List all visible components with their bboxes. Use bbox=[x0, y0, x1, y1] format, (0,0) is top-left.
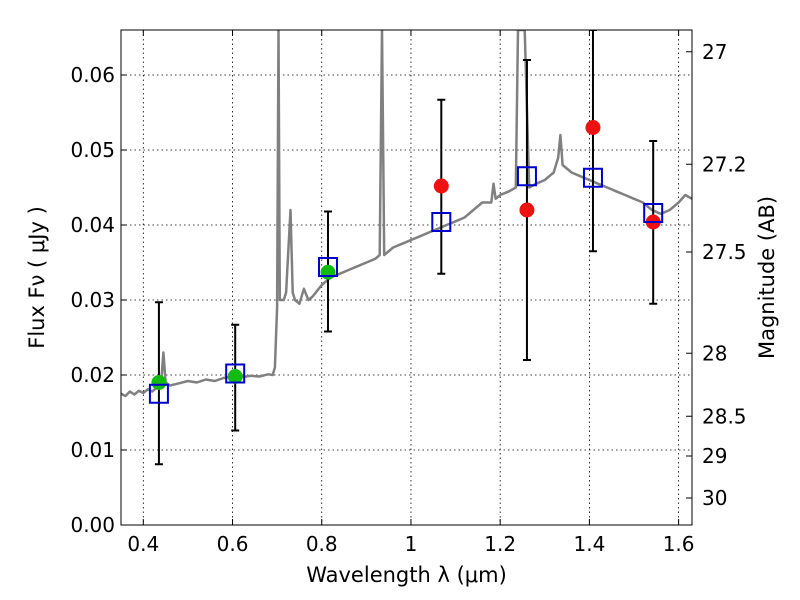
x-tick-label: 1.4 bbox=[573, 532, 605, 556]
y-tick-label: 0.04 bbox=[70, 213, 115, 237]
errorbar-layer bbox=[154, 30, 658, 466]
y-tick-label: 0.06 bbox=[70, 63, 115, 87]
x-tick-label: 0.6 bbox=[217, 532, 249, 556]
spectrum-line bbox=[121, 30, 692, 398]
red-point bbox=[433, 178, 449, 194]
label-layer: 0.4 0.6 0.8 1 1.2 1.4 1.6 0.00 0.01 0.02 0.03 0.04 0… bbox=[70, 40, 746, 556]
green-point bbox=[151, 375, 167, 390]
x-tick-label: 1.2 bbox=[484, 532, 516, 556]
y2-tick-label: 27 bbox=[702, 40, 727, 64]
point-layer bbox=[148, 120, 664, 404]
y2-tick-label: 28.5 bbox=[702, 404, 747, 428]
model-square bbox=[431, 212, 452, 232]
spectrum-layer bbox=[121, 30, 692, 398]
x-tick-label: 0.8 bbox=[306, 532, 338, 556]
y2-tick-label: 28 bbox=[702, 341, 727, 365]
y-tick-label: 0.05 bbox=[70, 138, 115, 162]
y-tick-label: 0.03 bbox=[70, 288, 115, 312]
x-tick-label: 1 bbox=[405, 532, 418, 556]
model-square bbox=[582, 167, 603, 188]
model-square bbox=[317, 257, 338, 277]
y-axis-title: Flux Fν ( μJy ) bbox=[25, 206, 49, 349]
y2-tick-label: 29 bbox=[702, 444, 727, 468]
y2-tick-label: 27.5 bbox=[702, 240, 747, 264]
y-tick-label: 0.00 bbox=[70, 513, 115, 537]
model-square bbox=[516, 166, 537, 187]
model-square bbox=[148, 383, 169, 404]
y2-axis-title: Magnitude (AB) bbox=[755, 196, 779, 359]
grid bbox=[121, 30, 692, 526]
y2-tick-label: 27.2 bbox=[702, 152, 747, 176]
x-axis-title: Wavelength λ (μm) bbox=[306, 563, 507, 587]
y-tick-label: 0.01 bbox=[70, 438, 115, 462]
x-tick-label: 0.4 bbox=[127, 532, 159, 556]
plot-frame bbox=[120, 29, 693, 526]
x-tick-label: 1.6 bbox=[663, 532, 695, 556]
green-point bbox=[320, 264, 336, 280]
model-square bbox=[643, 203, 664, 223]
y2-tick-label: 30 bbox=[702, 486, 727, 510]
red-point bbox=[585, 120, 601, 135]
y-tick-label: 0.02 bbox=[70, 363, 115, 387]
model-square bbox=[225, 363, 246, 384]
green-point bbox=[227, 369, 243, 384]
red-point bbox=[519, 202, 535, 218]
tick-layer bbox=[121, 30, 692, 526]
